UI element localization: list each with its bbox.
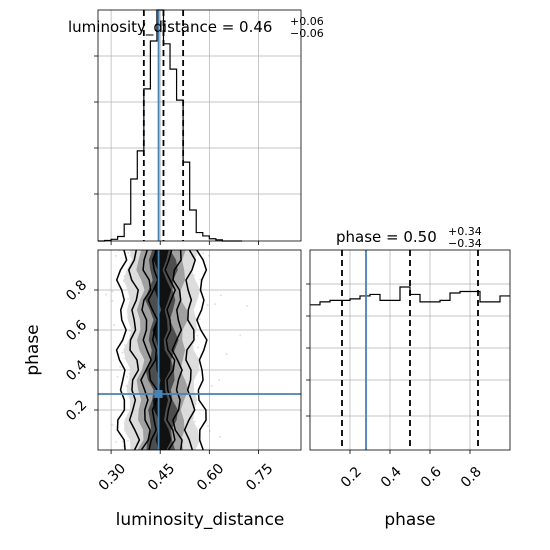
sc-point (206, 424, 209, 427)
sc-point (119, 365, 122, 368)
ld-histogram-step (98, 9, 243, 242)
sc-point (127, 251, 130, 254)
sc-point (115, 441, 118, 444)
sc-inner (96, 250, 249, 450)
x-axis-title-phase: phase (384, 510, 435, 530)
ph-xtick-label-0: 0.2 (338, 464, 365, 491)
sc-contour-left-0 (115, 250, 128, 450)
sc-point (202, 252, 205, 255)
sc-point (218, 378, 221, 381)
sc-contour-right-0 (196, 250, 208, 450)
sc-ytick-label-1: 0.4 (63, 357, 90, 384)
sc-point (126, 440, 129, 443)
sc-point (219, 435, 222, 438)
ph-xtick-label-2: 0.6 (418, 464, 445, 491)
sc-point (225, 353, 228, 356)
sc-point (128, 329, 131, 332)
sc-point (208, 429, 211, 432)
sc-ytick-label-3: 0.8 (63, 277, 90, 304)
sc-point (111, 423, 114, 426)
ph-xtick-label-3: 0.8 (458, 464, 485, 491)
sc-xtick-label-2: 0.60 (194, 461, 227, 494)
sc-point (219, 294, 222, 297)
sc-point (121, 440, 124, 443)
sc-point (206, 304, 209, 307)
title-phase-plus: +0.34 (448, 225, 482, 238)
sc-point (196, 334, 199, 337)
sc-point (246, 304, 249, 307)
sc-point (127, 297, 130, 300)
sc-point (104, 293, 107, 296)
sc-contour-left-3 (147, 250, 159, 450)
sc-xtick-label-1: 0.45 (145, 461, 178, 494)
sc-contour-left-2 (140, 250, 152, 450)
sc-point (210, 384, 213, 387)
density-scatter-panel: 0.30 0.45 0.60 0.75 0.2 0.4 0.6 0.8 (63, 249, 302, 494)
sc-point (112, 324, 115, 327)
sc-point (196, 346, 199, 349)
sc-point (114, 254, 117, 257)
sc-point (207, 254, 210, 257)
sc-point (239, 334, 242, 337)
sc-contour-right-3 (164, 250, 177, 450)
sc-point (126, 376, 129, 379)
sc-ytick-label-2: 0.6 (63, 317, 90, 344)
title-phase-minus: −0.34 (448, 237, 482, 250)
histogram-luminosity-distance-panel (94, 9, 302, 245)
sc-frame (97, 249, 302, 451)
sc-contour-right-1 (183, 250, 197, 450)
ph-xtick-label-1: 0.4 (378, 464, 405, 491)
sc-truth-marker (154, 390, 163, 398)
sc-point (125, 384, 128, 387)
title-luminosity-distance-plus: +0.06 (290, 15, 324, 28)
ph-frame (309, 249, 511, 451)
sc-xtick-label-3: 0.75 (243, 461, 276, 494)
ld-frame (97, 9, 302, 242)
title-luminosity-distance-minus: −0.06 (290, 27, 324, 40)
sc-point (123, 344, 126, 347)
histogram-phase-panel: 0.2 0.4 0.6 0.8 (306, 249, 511, 491)
sc-point (116, 375, 119, 378)
sc-contour-left-1 (127, 250, 141, 450)
sc-point (193, 420, 196, 423)
x-axis-title-luminosity-distance: luminosity_distance (116, 510, 285, 530)
sc-point (121, 351, 124, 354)
sc-point (111, 290, 114, 293)
ph-histogram-step (310, 286, 510, 306)
sc-point (199, 278, 202, 281)
sc-contour-right-2 (171, 250, 183, 450)
sc-point (214, 303, 217, 306)
title-phase: phase = 0.50 (336, 228, 437, 246)
sc-point (198, 318, 201, 321)
title-luminosity-distance: luminosity_distance = 0.46 (68, 18, 272, 37)
sc-point (111, 299, 114, 302)
sc-xtick-label-0: 0.30 (96, 461, 129, 494)
sc-point (96, 331, 98, 333)
sc-ytick-label-0: 0.2 (63, 397, 90, 424)
y-axis-title-phase: phase (23, 324, 43, 375)
